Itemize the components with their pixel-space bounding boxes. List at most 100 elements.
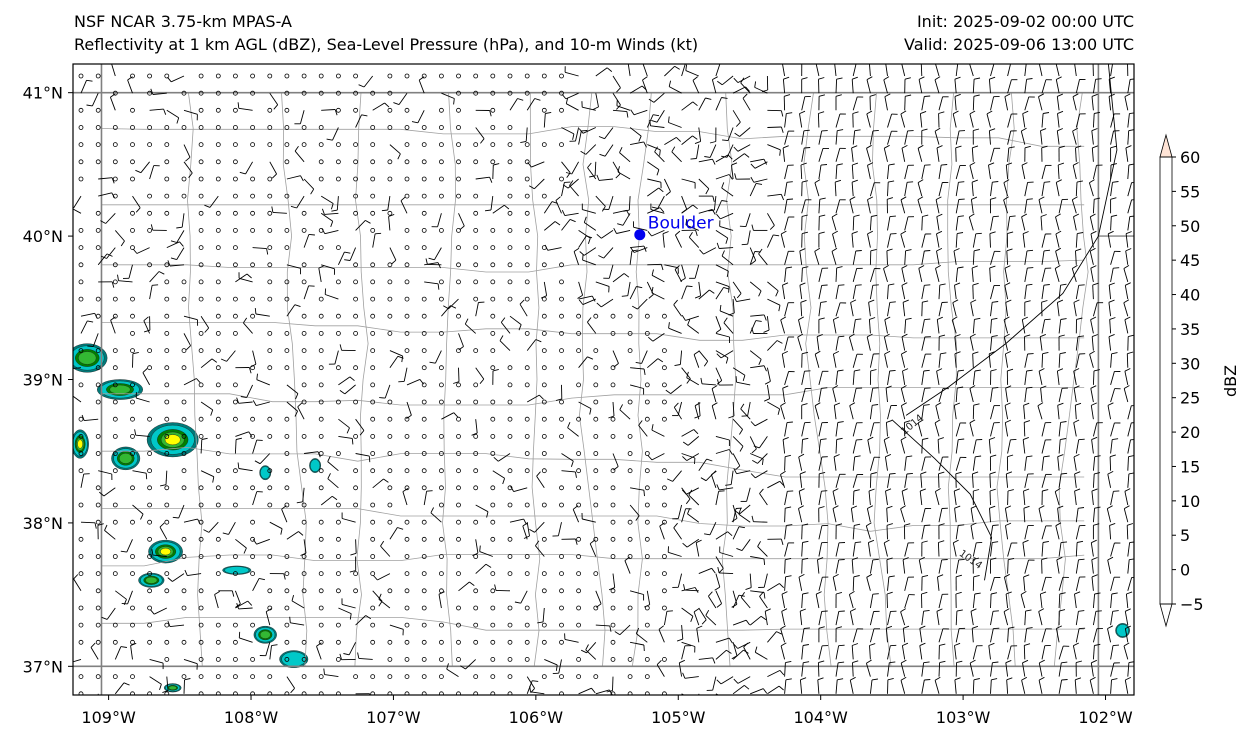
calm-wind-marker xyxy=(78,554,84,559)
wind-barb xyxy=(988,642,995,660)
wind-barb xyxy=(577,281,584,299)
calm-wind-marker xyxy=(387,691,393,695)
calm-wind-marker xyxy=(181,485,187,491)
calm-wind-marker xyxy=(198,588,204,594)
wind-barb xyxy=(740,403,751,420)
calm-wind-marker xyxy=(490,691,496,695)
calm-wind-marker xyxy=(95,348,101,354)
calm-wind-marker xyxy=(404,605,410,611)
calm-wind-marker xyxy=(284,279,290,285)
wind-barb xyxy=(254,453,271,465)
calm-wind-marker xyxy=(421,245,427,251)
calm-wind-marker xyxy=(593,571,599,576)
calm-wind-marker xyxy=(147,639,153,645)
calm-wind-marker xyxy=(507,227,513,233)
wind-barb xyxy=(938,507,948,523)
wind-barb xyxy=(952,110,959,128)
wind-barb xyxy=(869,422,880,437)
calm-wind-marker xyxy=(250,210,256,216)
calm-wind-marker xyxy=(301,90,307,96)
calm-wind-marker xyxy=(456,502,461,508)
wind-barb xyxy=(954,282,961,300)
calm-wind-marker xyxy=(232,296,238,302)
calm-wind-marker xyxy=(610,605,616,611)
calm-wind-marker xyxy=(473,142,479,148)
wind-barb xyxy=(972,678,980,694)
calm-wind-marker xyxy=(610,657,616,662)
wind-barb xyxy=(937,540,945,557)
calm-wind-marker xyxy=(456,536,461,542)
wind-barb xyxy=(1038,93,1045,111)
calm-wind-marker xyxy=(559,365,564,371)
calm-wind-marker xyxy=(610,622,616,628)
wind-barb xyxy=(608,401,615,419)
wind-barb xyxy=(149,108,167,115)
county-border xyxy=(578,92,606,667)
wind-barb xyxy=(921,524,931,540)
wind-barb xyxy=(972,455,982,471)
wind-barb xyxy=(716,484,734,491)
wind-barb xyxy=(711,402,718,420)
wind-barb xyxy=(1090,539,1097,557)
calm-wind-marker xyxy=(644,536,650,542)
wind-barb xyxy=(393,92,408,106)
wind-barb xyxy=(972,439,983,454)
calm-wind-marker xyxy=(250,313,256,319)
calm-wind-marker xyxy=(112,382,118,388)
calm-wind-marker xyxy=(387,125,393,130)
wind-barb xyxy=(797,333,804,351)
wind-barb xyxy=(969,419,976,437)
wind-barb xyxy=(1075,78,1086,94)
wind-barb xyxy=(464,318,476,334)
calm-wind-marker xyxy=(473,519,479,525)
wind-barb xyxy=(1092,472,1101,488)
wind-barb xyxy=(132,351,139,368)
wind-barb xyxy=(656,659,665,677)
wind-barb xyxy=(954,677,961,694)
calm-wind-marker xyxy=(490,296,496,302)
wind-barb xyxy=(698,208,716,215)
wind-barb xyxy=(900,350,907,368)
colorbar-tick-label: 60 xyxy=(1180,148,1200,167)
wind-barb xyxy=(921,679,931,694)
wind-barb xyxy=(271,206,287,214)
calm-wind-marker xyxy=(78,348,84,354)
wind-barb xyxy=(749,281,762,297)
wind-barb xyxy=(758,248,768,266)
wind-barb xyxy=(1124,608,1131,626)
calm-wind-marker xyxy=(559,588,564,594)
calm-wind-marker xyxy=(284,502,290,508)
calm-wind-marker xyxy=(387,262,393,268)
calm-wind-marker xyxy=(387,296,393,302)
calm-wind-marker xyxy=(370,296,376,302)
calm-wind-marker xyxy=(524,142,530,148)
calm-wind-marker xyxy=(404,536,410,542)
calm-wind-marker xyxy=(490,451,496,456)
calm-wind-marker xyxy=(181,125,187,130)
calm-wind-marker xyxy=(232,73,238,79)
wind-barb xyxy=(698,178,710,195)
wind-barb xyxy=(954,76,961,94)
lat-tick-label: 37°N xyxy=(23,657,63,676)
wind-barb xyxy=(143,316,151,334)
wind-barb xyxy=(732,436,744,452)
calm-wind-marker xyxy=(232,382,238,388)
wind-barb xyxy=(681,135,698,145)
wind-barb xyxy=(252,439,263,454)
calm-wind-marker xyxy=(215,125,221,130)
calm-wind-marker xyxy=(421,468,427,474)
wind-barb xyxy=(1054,488,1061,506)
colorbar-tick-label: 30 xyxy=(1180,354,1200,373)
calm-wind-marker xyxy=(507,159,513,165)
calm-wind-marker xyxy=(95,554,101,559)
wind-barb xyxy=(887,644,897,660)
wind-barb xyxy=(1110,592,1118,609)
calm-wind-marker xyxy=(438,657,444,662)
wind-barb xyxy=(835,610,845,626)
calm-wind-marker xyxy=(644,519,650,525)
wind-barb xyxy=(1127,112,1134,128)
calm-wind-marker xyxy=(576,416,581,422)
calm-wind-marker xyxy=(524,382,530,388)
wind-barb xyxy=(357,652,373,660)
calm-wind-marker xyxy=(644,313,650,319)
